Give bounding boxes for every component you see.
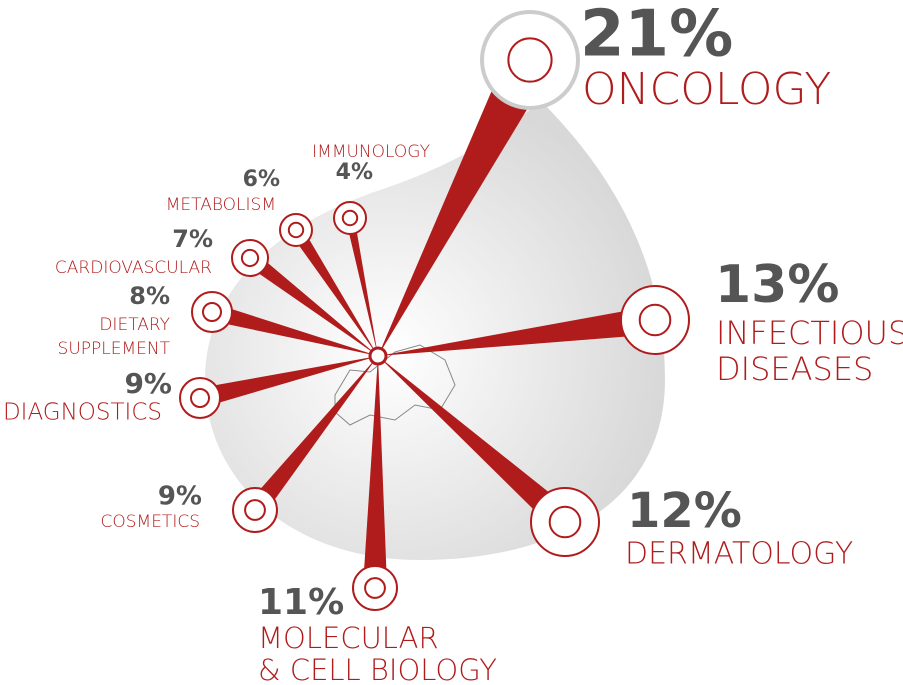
value-label: 7% xyxy=(172,225,213,253)
wedge xyxy=(247,356,378,517)
category-icon xyxy=(480,10,580,110)
value-label: 21% xyxy=(580,0,733,72)
category-label: SUPPLEMENT xyxy=(58,339,171,359)
icons xyxy=(179,10,690,611)
category-label: DERMATOLOGY xyxy=(625,537,853,572)
category-label: COSMETICS xyxy=(100,512,200,532)
value-label: 9% xyxy=(124,367,172,400)
category-label: & CELL BIOLOGY xyxy=(258,653,497,685)
value-label: 11% xyxy=(258,582,344,623)
category-icon-inner xyxy=(341,209,359,227)
value-label: 13% xyxy=(715,255,839,315)
category-icon-inner xyxy=(244,499,266,521)
category-label: IMMUNOLOGY xyxy=(312,142,430,162)
wedges xyxy=(197,49,657,589)
category-icon-inner xyxy=(364,577,386,599)
category-icon xyxy=(530,487,600,557)
category-label: CARDIOVASCULAR xyxy=(55,258,212,278)
value-label: 12% xyxy=(627,483,742,539)
category-icon xyxy=(620,285,690,355)
category-icon xyxy=(191,291,233,333)
category-icon-inner xyxy=(507,37,553,83)
category-label: ONCOLOGY xyxy=(582,64,831,115)
wedge xyxy=(197,356,378,408)
category-label: DIAGNOSTICS xyxy=(3,400,162,426)
category-icon-inner xyxy=(190,388,210,408)
category-icon-inner xyxy=(202,302,222,322)
category-icon xyxy=(179,377,221,419)
category-icon xyxy=(352,565,398,611)
category-icon xyxy=(333,201,367,235)
wedge xyxy=(290,226,378,356)
category-label: INFECTIOUS xyxy=(716,314,903,352)
wedge xyxy=(245,251,378,356)
wedge xyxy=(378,49,551,356)
value-label: 9% xyxy=(158,482,202,512)
value-label: 4% xyxy=(336,160,373,185)
category-icon xyxy=(231,239,269,277)
region-outline xyxy=(334,344,456,426)
wedge xyxy=(378,356,574,532)
background-drop xyxy=(205,100,665,560)
category-icon-inner xyxy=(240,248,260,268)
hub xyxy=(368,346,388,366)
category-label: METABOLISM xyxy=(166,195,276,215)
category-icon-inner xyxy=(287,221,305,239)
wedge xyxy=(378,305,657,356)
wedge xyxy=(345,217,378,356)
wedge xyxy=(362,356,388,589)
value-label: 6% xyxy=(243,167,280,192)
category-icon-inner xyxy=(638,303,672,337)
category-label: DIETARY xyxy=(99,315,170,335)
category-label: MOLECULAR xyxy=(258,621,439,655)
value-label: 8% xyxy=(129,282,170,310)
wedge xyxy=(209,303,378,356)
category-icon xyxy=(279,213,313,247)
category-icon-inner xyxy=(548,505,582,539)
category-label: DISEASES xyxy=(716,350,873,388)
category-icon xyxy=(232,487,278,533)
